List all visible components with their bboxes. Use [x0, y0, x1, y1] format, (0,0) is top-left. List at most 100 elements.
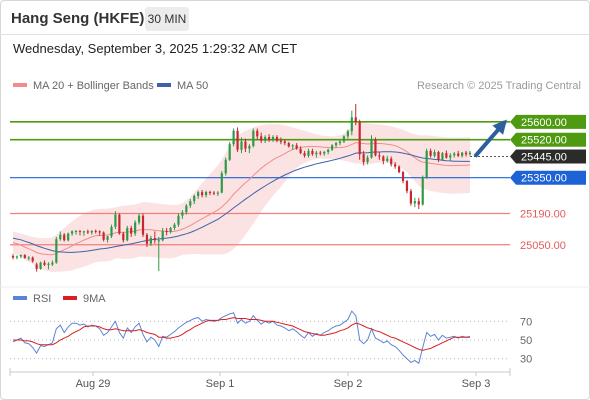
candle: [256, 130, 259, 137]
rsi-ma-line: [13, 317, 470, 351]
candle: [82, 231, 86, 233]
candle: [47, 263, 50, 265]
candle: [232, 130, 235, 145]
candle: [86, 231, 89, 233]
candle: [122, 233, 125, 241]
candle: [114, 214, 117, 227]
candle: [212, 192, 216, 194]
legend-ma20-swatch: [13, 83, 27, 88]
x-tick-label: Sep 1: [206, 378, 235, 390]
candle: [267, 137, 271, 140]
candle: [453, 153, 456, 156]
candle: [153, 238, 156, 241]
legend-rsi-label: RSI: [33, 293, 52, 305]
candle: [283, 141, 286, 144]
candle: [295, 145, 298, 149]
candle: [78, 230, 82, 232]
legend-rsi-swatch: [13, 296, 27, 301]
candle: [425, 150, 428, 178]
candle: [307, 150, 310, 156]
rsi-tick-label-30: 30: [520, 354, 532, 366]
candle: [161, 230, 164, 241]
candle: [204, 192, 208, 196]
candle: [405, 181, 409, 192]
candle: [118, 214, 121, 234]
level-label-25050: 25050.00: [520, 240, 566, 252]
candle: [264, 137, 267, 141]
candle: [208, 192, 212, 194]
candle: [248, 145, 251, 149]
candle: [70, 231, 74, 234]
candle: [409, 191, 413, 204]
header-divider: [0, 34, 590, 35]
candle: [145, 234, 149, 244]
candle: [441, 153, 444, 160]
candle: [275, 137, 279, 141]
candle: [74, 230, 78, 232]
interval-badge[interactable]: 30 MIN: [145, 7, 189, 31]
candle: [106, 236, 109, 240]
level-label-25190: 25190.00: [520, 208, 566, 220]
level-tag-bg-25600: [510, 114, 586, 129]
candle: [370, 139, 373, 158]
candle: [327, 149, 330, 152]
x-tick-label: Sep 2: [334, 378, 363, 390]
candle: [334, 143, 338, 146]
candle: [43, 262, 46, 265]
candle: [252, 130, 255, 146]
candle: [468, 152, 472, 155]
candle: [220, 173, 223, 193]
candle: [303, 153, 306, 156]
candle: [90, 230, 93, 233]
candle: [141, 215, 145, 235]
candle: [386, 158, 389, 161]
legend-9ma-swatch: [63, 296, 77, 301]
candle: [311, 150, 314, 155]
ma20-line: [12, 142, 471, 256]
instrument-title: Hang Seng (HKFE): [11, 10, 145, 27]
candle: [102, 232, 105, 240]
rsi-tick-label-70: 70: [520, 316, 532, 328]
candle: [126, 228, 129, 241]
candle: [342, 136, 346, 142]
candle: [449, 155, 452, 158]
candle: [429, 150, 432, 156]
forecast-arrow-head: [492, 119, 507, 135]
candle: [134, 222, 137, 234]
candle: [240, 141, 243, 150]
level-label-25520: 25520.00: [521, 135, 567, 147]
candle: [110, 226, 113, 237]
candle: [63, 234, 66, 241]
candle: [457, 153, 460, 156]
candle: [165, 230, 168, 232]
candle: [394, 164, 397, 167]
candle: [193, 196, 196, 202]
research-credit: Research © 2025 Trading Central: [416, 80, 581, 92]
level-tag-bg-25350: [510, 170, 586, 185]
candle: [98, 231, 101, 233]
candle: [315, 152, 318, 155]
candle: [216, 192, 219, 194]
candle: [362, 154, 365, 163]
candle: [445, 153, 448, 158]
candle: [271, 137, 275, 140]
candle: [27, 257, 30, 259]
candle: [421, 177, 424, 205]
candle: [299, 148, 302, 154]
legend-ma20-label: MA 20 + Bollinger Bands: [33, 80, 154, 92]
candle: [51, 262, 54, 265]
candle: [397, 166, 401, 173]
candle: [236, 130, 239, 150]
candle: [350, 117, 353, 132]
rsi-tick-label-50: 50: [520, 335, 532, 347]
candle: [319, 152, 322, 154]
candle: [401, 172, 405, 182]
candle: [201, 192, 204, 196]
legend-ma50-label: MA 50: [177, 80, 209, 92]
x-tick-label: Sep 3: [462, 378, 491, 390]
legend-rsi: RSI: [13, 293, 51, 305]
level-label-25445: 25445.00: [521, 151, 567, 163]
candle: [224, 159, 227, 174]
candle: [59, 234, 62, 240]
